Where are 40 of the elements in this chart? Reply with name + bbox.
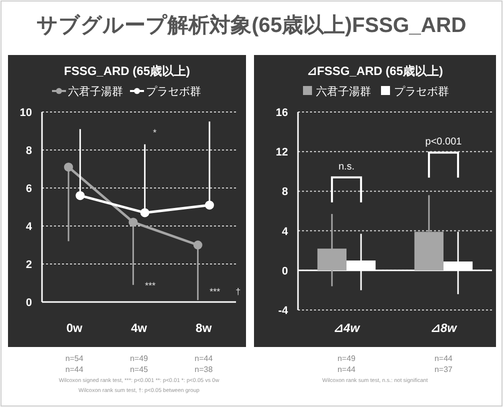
- text: n=44: [337, 365, 356, 374]
- x-tick-label: ⊿8w: [430, 321, 458, 335]
- text: サブグループ解析対象(65歳以上)FSSG_ARD: [36, 13, 466, 37]
- legend-label: プラセボ群: [394, 85, 449, 98]
- x-tick-label: 0w: [66, 321, 83, 335]
- annotation: ***: [210, 286, 221, 296]
- text: n=45: [130, 365, 149, 374]
- y-tick-label: 0: [282, 265, 288, 278]
- y-tick-label: 16: [276, 107, 288, 119]
- x-tick-label: 4w: [130, 321, 148, 335]
- text: n=44: [434, 354, 454, 363]
- chart-title: FSSG_ARD (65歳以上): [64, 64, 190, 78]
- annotation: ***: [145, 280, 156, 291]
- y-tick-label: 10: [20, 107, 32, 119]
- annotation: p<0.001: [425, 136, 462, 148]
- y-tick-label: 0: [26, 297, 32, 309]
- y-tick-label: 8: [282, 186, 288, 198]
- y-tick-label: 2: [26, 259, 32, 271]
- legend-label: 六君子湯群: [68, 85, 123, 98]
- annotation: n.s.: [338, 161, 355, 172]
- text: n=44: [65, 365, 84, 374]
- text: n=54: [65, 354, 84, 363]
- y-tick-label: 4: [26, 221, 33, 233]
- x-tick-label: ⊿4w: [333, 321, 360, 335]
- y-tick-label: -4: [278, 305, 289, 317]
- text: n=38: [194, 365, 214, 374]
- text: n=37: [434, 365, 454, 374]
- y-tick-label: 4: [282, 226, 289, 238]
- annotation: †: [236, 286, 241, 296]
- annotation: *: [153, 128, 157, 138]
- x-tick-label: 8w: [196, 321, 212, 335]
- legend-label: 六君子湯群: [316, 85, 371, 98]
- y-tick-label: 6: [26, 183, 32, 195]
- text: n=49: [130, 354, 149, 363]
- text: n=44: [194, 354, 214, 363]
- legend-label: プラセボ群: [146, 85, 201, 98]
- chart-title: ⊿FSSG_ARD (65歳以上): [306, 64, 444, 78]
- text: n=49: [337, 354, 356, 363]
- y-tick-label: 12: [276, 146, 288, 159]
- y-tick-label: 8: [26, 145, 32, 157]
